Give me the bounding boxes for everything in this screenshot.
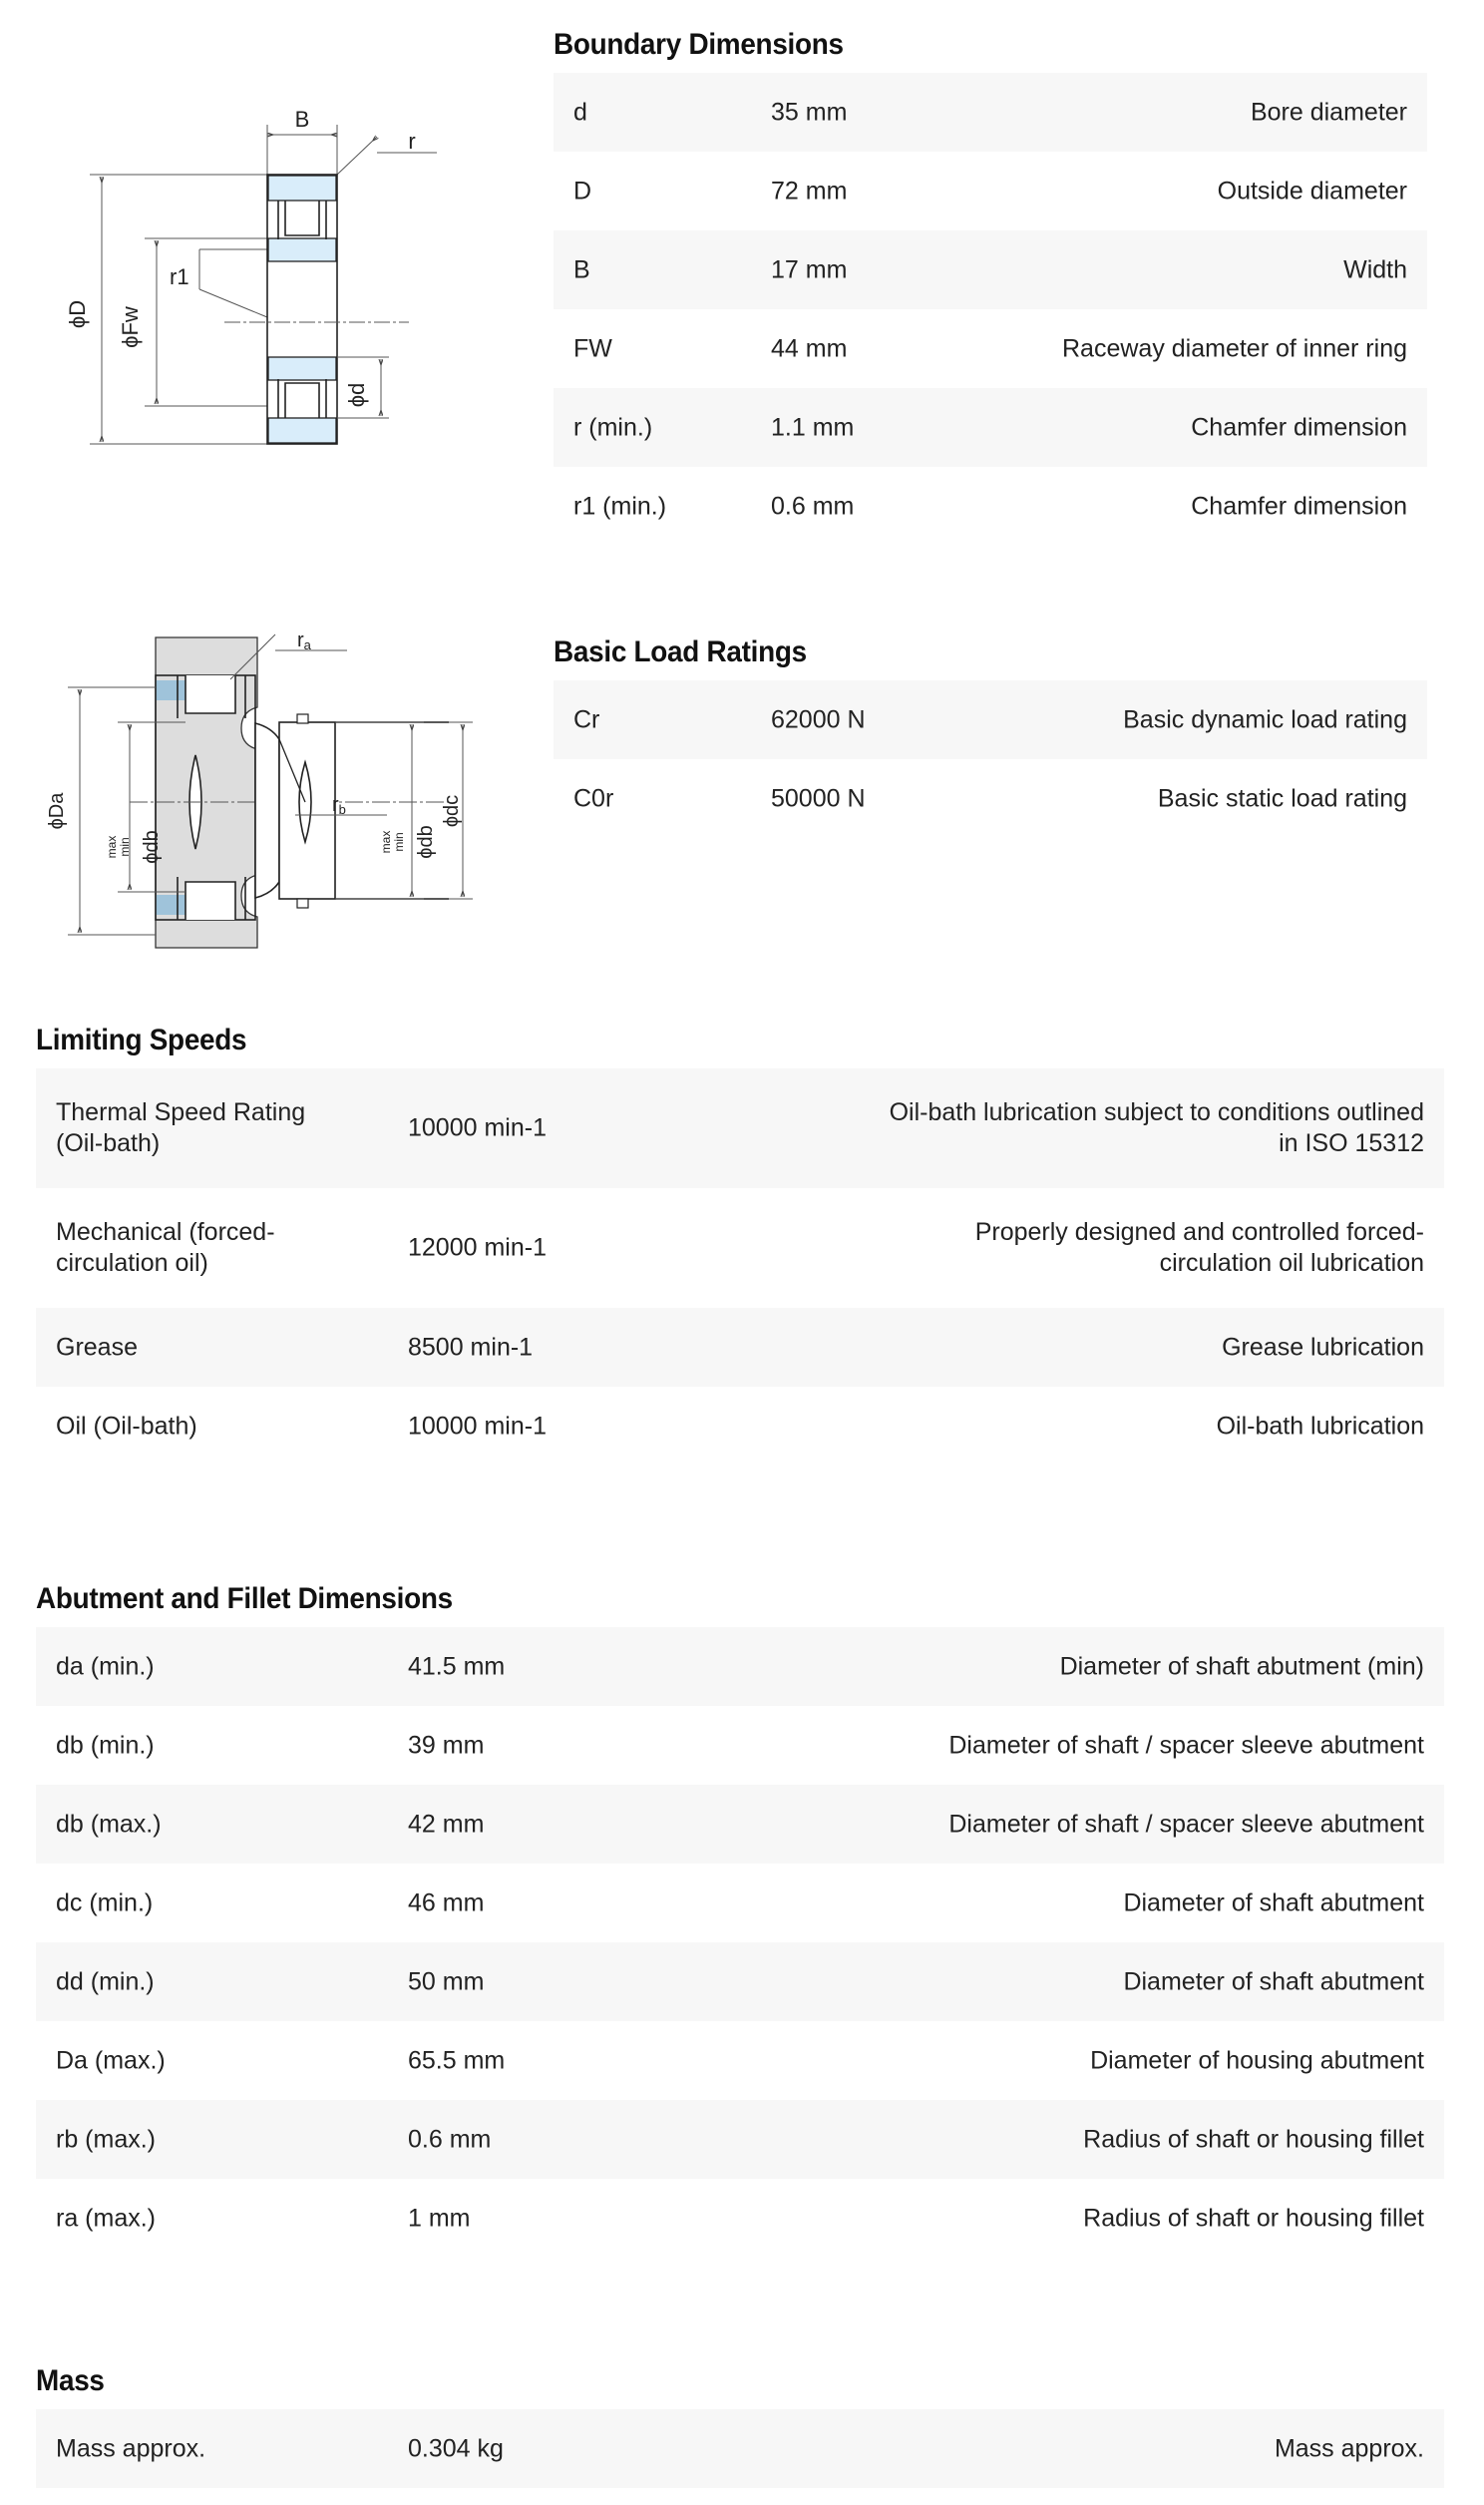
svg-text:r: r bbox=[408, 129, 415, 154]
svg-text:ra: ra bbox=[297, 629, 312, 652]
svg-text:max: max bbox=[379, 831, 393, 854]
svg-text:min: min bbox=[392, 832, 406, 851]
svg-text:ϕD: ϕD bbox=[65, 300, 90, 328]
svg-text:ϕdc: ϕdc bbox=[441, 795, 463, 827]
svg-text:rb: rb bbox=[332, 794, 346, 817]
svg-text:ϕdb: ϕdb bbox=[141, 830, 163, 863]
svg-text:ϕDa: ϕDa bbox=[46, 792, 68, 830]
svg-text:ϕFw: ϕFw bbox=[118, 306, 143, 348]
svg-text:ϕd: ϕd bbox=[344, 383, 369, 408]
svg-text:ϕdb: ϕdb bbox=[415, 825, 437, 858]
svg-text:min: min bbox=[118, 837, 132, 856]
svg-text:max: max bbox=[105, 836, 119, 859]
svg-text:B: B bbox=[295, 107, 310, 132]
svg-text:r1: r1 bbox=[170, 264, 189, 289]
